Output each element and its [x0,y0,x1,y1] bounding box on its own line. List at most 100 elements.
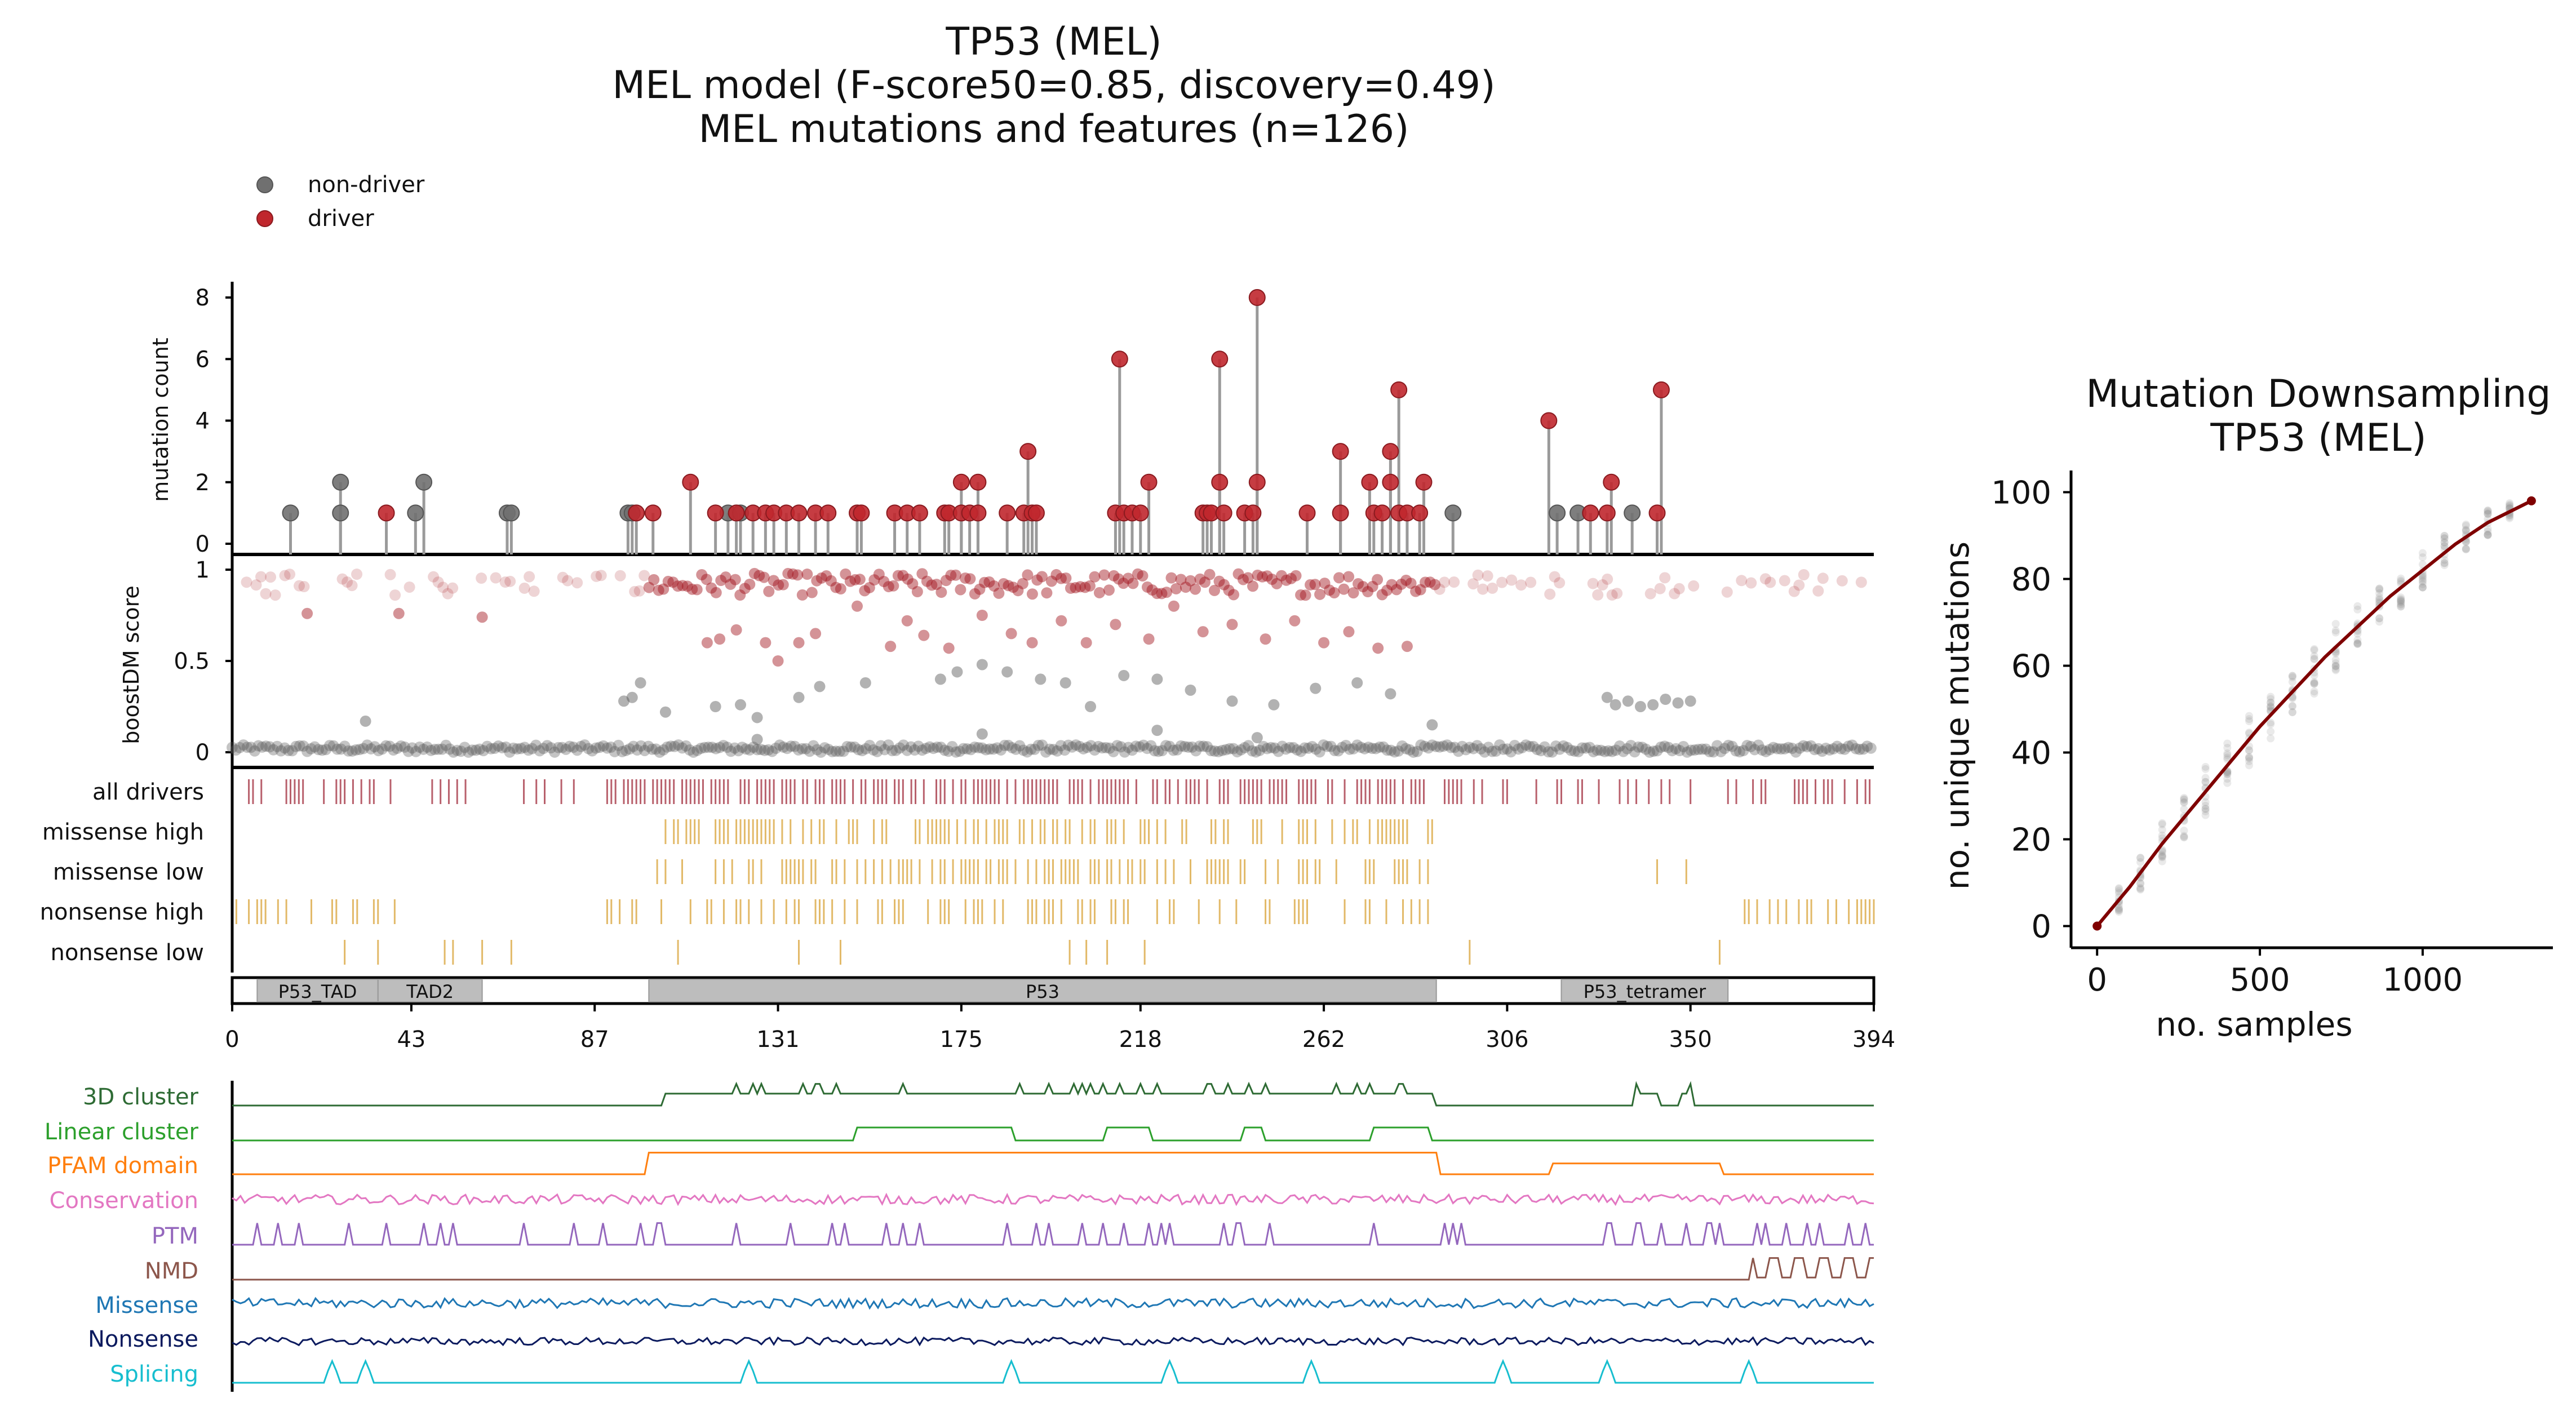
boostdm-point-nondriver [1629,746,1641,758]
track-label: missense high [42,819,204,845]
downsampling-point [2397,602,2405,611]
downsampling-point [2114,887,2123,895]
feature-label: 3D cluster [83,1084,199,1110]
lollipop-y-ticks: 0 2 4 6 8 [196,285,232,557]
boostdm-point-driver [978,576,990,588]
boostdm-point-nondriver [770,742,782,754]
driver-point [1248,289,1266,306]
boostdm-point-nondriver [766,745,778,757]
boostdm-point-driver [1673,583,1685,594]
boostdm-point-nondriver [556,742,568,753]
boostdm-point-nondriver [522,744,534,756]
downsampling-point [2440,561,2449,570]
boostdm-point-driver [821,570,832,582]
boostdm-point-nondriver [1295,745,1307,757]
boostdm-point-nondriver [830,745,842,757]
boostdm-point-nondriver [969,741,981,753]
boostdm-point-nondriver [856,745,868,757]
boostdm-point-nondriver [1085,740,1097,752]
boostdm-point-nondriver [721,742,733,753]
boostdm-point-driver [1127,578,1139,589]
boostdm-point-nondriver [1118,669,1130,681]
boostdm-point-nondriver [717,740,729,752]
downsampling-point [2245,754,2254,763]
boostdm-point-driver [1654,583,1666,594]
boostdm-point-nondriver [1134,741,1146,753]
track-label: nonsense low [51,940,204,966]
boostdm-point-driver [643,582,655,593]
boostdm-point-nondriver [418,743,429,755]
boostdm-point-nondriver [800,743,812,754]
downsampling-point [2353,629,2362,638]
boostdm-point-driver [1218,579,1230,591]
downsampling-point [2353,640,2362,648]
downsampling-point [2288,678,2296,686]
boostdm-point-driver [1318,637,1330,649]
boostdm-point-driver [796,589,808,601]
boostdm-point-driver [1309,579,1321,591]
downsampling-point [2484,507,2492,515]
boostdm-point-nondriver [1213,745,1225,757]
boostdm-point-driver [1074,581,1086,593]
downsampling-point [2180,795,2188,804]
boostdm-point-nondriver [1809,744,1821,756]
boostdm-point-driver [1280,574,1292,586]
boostdm-point-driver [725,578,737,590]
boostdm-point-nondriver [661,741,673,753]
boostdm-point-nondriver [650,743,662,755]
boostdm-point-driver [1204,569,1216,580]
domain-x-tick-label: 175 [940,1027,983,1053]
downsampling-point [2267,720,2275,729]
downsampling-point [2180,833,2188,842]
downsampling-point [2331,662,2340,670]
boostdm-point-nondriver [360,715,371,727]
boostdm-point-driver [710,587,722,598]
boostdm-point-driver [1496,576,1508,588]
boostdm-point-nondriver [725,745,737,757]
boostdm-point-driver [1084,580,1096,592]
downsampling-y-tick-label: 60 [2011,649,2051,685]
boostdm-point-nondriver [1719,743,1731,754]
boostdm-y-tick-label: 0 [196,740,210,766]
boostdm-point-nondriver [1756,744,1768,756]
boostdm-point-driver [260,588,272,600]
boostdm-point-nondriver [316,744,328,756]
boostdm-point-nondriver [1040,746,1052,758]
boostdm-point-driver [792,569,804,581]
lollipop-y-label: mutation count [148,338,173,501]
boostdm-point-driver [351,569,363,580]
boostdm-point-nondriver [1325,740,1337,752]
boostdm-point-nondriver [1494,739,1506,751]
boostdm-point-driver [1688,580,1700,592]
boostdm-point-nondriver [1062,739,1074,751]
boostdm-point-nondriver [901,744,913,756]
boostdm-point-nondriver [1115,741,1127,753]
driver-point [1598,504,1616,522]
boostdm-point-driver [1242,572,1254,584]
boostdm-point-nondriver [388,744,400,756]
boostdm-point-driver [1208,584,1220,596]
downsampling-point [2180,794,2188,802]
boostdm-point-driver [1189,583,1201,595]
boostdm-point-nondriver [1606,745,1618,757]
driver-point [969,473,987,491]
boostdm-point-nondriver [395,740,407,752]
boostdm-point-nondriver [271,740,283,752]
downsampling-point [2201,802,2210,810]
boostdm-point-nondriver [1696,743,1708,755]
boostdm-point-nondriver [1198,740,1209,752]
boostdm-point-nondriver [909,744,921,756]
downsampling-x-tick-label: 0 [2087,962,2107,998]
boostdm-point-driver [677,580,689,592]
boostdm-point-driver [476,572,487,584]
boostdm-point-nondriver [1542,746,1554,758]
boostdm-point-nondriver [762,744,774,756]
domain-x-tick-label: 262 [1302,1027,1345,1053]
downsampling-point [2288,672,2296,680]
downsampling-y-ticks: 0 20 40 60 80 100 [1991,475,2071,946]
boostdm-point-nondriver [951,666,963,678]
boostdm-point-nondriver [659,706,671,718]
boostdm-point-nondriver [298,740,309,752]
boostdm-point-nondriver [1363,742,1375,753]
boostdm-point-nondriver [957,743,969,754]
